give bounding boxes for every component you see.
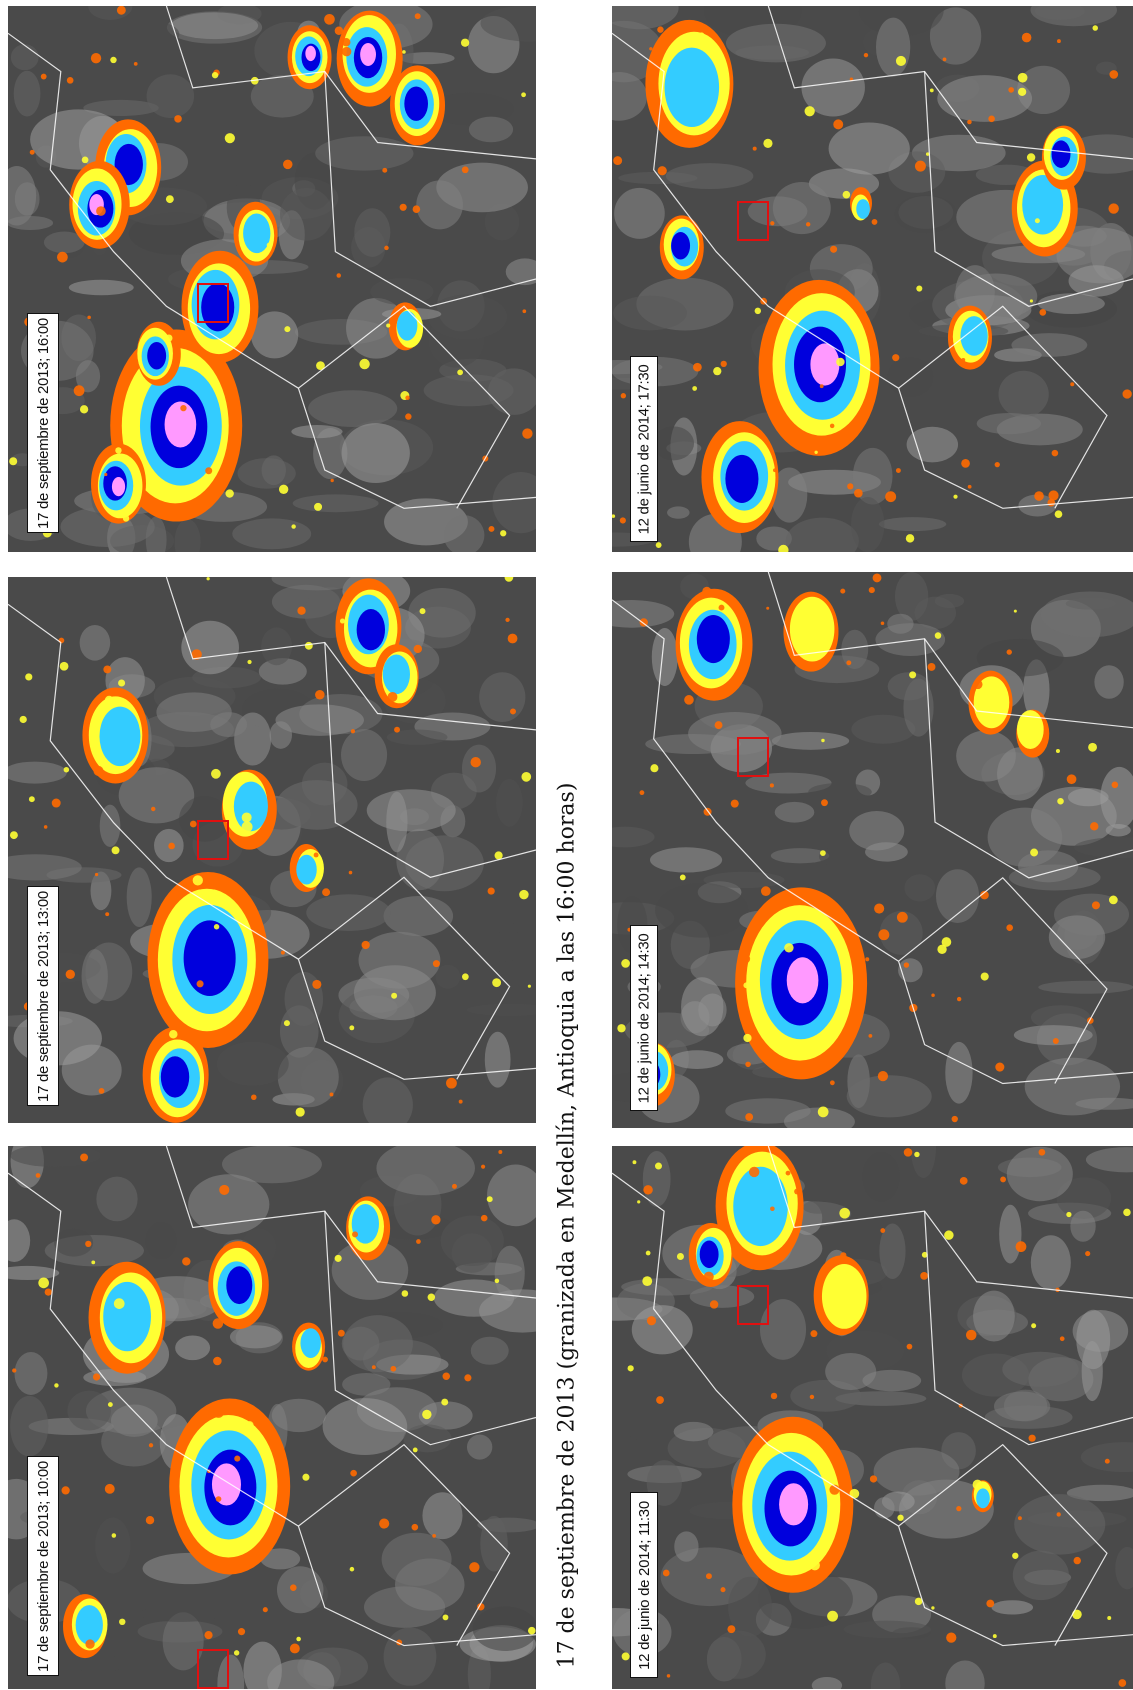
- timestamp-text: 17 de septiembre de 2013; 13:00: [34, 890, 52, 1102]
- satellite-image: [8, 577, 536, 1123]
- timestamp-label: 17 de septiembre de 2013; 13:00: [27, 886, 59, 1106]
- satellite-image: [612, 6, 1133, 552]
- satellite-panel-2014-1430: [612, 572, 1133, 1128]
- satellite-image: [8, 6, 536, 552]
- timestamp-text: 17 de septiembre de 2013; 16:00: [34, 317, 52, 529]
- timestamp-text: 12 de junio de 2014; 11:30: [635, 1500, 653, 1670]
- satellite-panel-2014-1130: [612, 1146, 1133, 1689]
- timestamp-text: 17 de septiembre de 2013; 10:00: [34, 1460, 52, 1672]
- satellite-panel-2014-1730: [612, 6, 1133, 552]
- timestamp-label: 12 de junio de 2014; 17:30: [630, 356, 658, 542]
- figure-caption: 17 de septiembre de 2013 (granizada en M…: [547, 760, 587, 1690]
- timestamp-text: 12 de junio de 2014; 14:30: [635, 933, 653, 1103]
- timestamp-label: 12 de junio de 2014; 11:30: [630, 1492, 658, 1678]
- satellite-panel-2013-1000: [8, 1146, 536, 1689]
- satellite-image: [612, 572, 1133, 1128]
- satellite-panel-2013-1600: [8, 6, 536, 552]
- satellite-image: [612, 1146, 1133, 1689]
- figure-caption-text: 17 de septiembre de 2013 (granizada en M…: [554, 782, 580, 1668]
- satellite-panel-2013-1300: [8, 577, 536, 1123]
- timestamp-label: 17 de septiembre de 2013; 10:00: [27, 1456, 59, 1676]
- timestamp-label: 12 de junio de 2014; 14:30: [630, 925, 658, 1111]
- timestamp-label: 17 de septiembre de 2013; 16:00: [27, 313, 59, 533]
- satellite-image: [8, 1146, 536, 1689]
- timestamp-text: 12 de junio de 2014; 17:30: [635, 364, 653, 534]
